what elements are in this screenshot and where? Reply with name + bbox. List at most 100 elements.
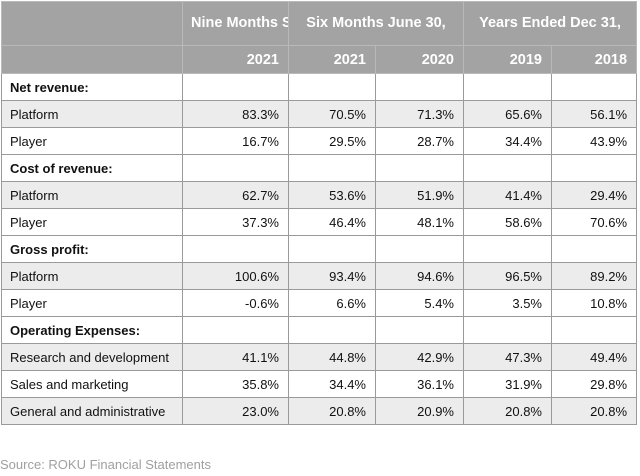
value-cell: 20.8% (550, 397, 638, 425)
value-cell: 44.8% (288, 343, 376, 371)
value-cell: 37.3% (182, 208, 289, 236)
section-title: Operating Expenses: (1, 316, 183, 344)
section-title: Net revenue: (1, 73, 183, 101)
header-row-years: 2021 2021 2020 2019 2018 (1, 45, 638, 74)
header-group-six-months-label: Six Months June 30, (306, 15, 446, 31)
row-label: Sales and marketing (1, 370, 183, 398)
header-group-nine-months: Nine Months Sep 30, (182, 1, 289, 46)
empty-cell (463, 235, 552, 263)
value-cell: 70.6% (550, 208, 638, 236)
value-cell: 31.9% (463, 370, 552, 398)
empty-cell (288, 154, 376, 182)
section-header-row: Gross profit: (1, 235, 638, 263)
value-cell: 35.8% (182, 370, 289, 398)
empty-cell (550, 235, 638, 263)
value-cell: 43.9% (550, 127, 638, 155)
value-cell: 29.8% (550, 370, 638, 398)
value-cell: 20.8% (463, 397, 552, 425)
row-label: Research and development (1, 343, 183, 371)
header-year: 2021 (288, 45, 376, 74)
header-year: 2021 (182, 45, 289, 74)
value-cell: 23.0% (182, 397, 289, 425)
row-label: Platform (1, 181, 183, 209)
header-corner-cell-2 (1, 45, 183, 74)
value-cell: 10.8% (550, 289, 638, 317)
header-group-years-ended: Years Ended Dec 31, (462, 1, 638, 46)
section-title: Gross profit: (1, 235, 183, 263)
value-cell: 83.3% (182, 100, 289, 128)
table-row: Platform 100.6% 93.4% 94.6% 96.5% 89.2% (1, 262, 638, 290)
value-cell: 49.4% (550, 343, 638, 371)
value-cell: 71.3% (375, 100, 464, 128)
value-cell: 51.9% (375, 181, 464, 209)
empty-cell (182, 154, 289, 182)
header-row-groups: Nine Months Sep 30, Six Months June 30, … (1, 1, 638, 46)
value-cell: 29.5% (288, 127, 376, 155)
empty-cell (550, 73, 638, 101)
empty-cell (375, 73, 464, 101)
header-group-nine-months-label: Nine Months Sep 30, (191, 15, 288, 31)
empty-cell (182, 73, 289, 101)
value-cell: 48.1% (375, 208, 464, 236)
row-label: Player (1, 127, 183, 155)
empty-cell (463, 73, 552, 101)
value-cell: 34.4% (463, 127, 552, 155)
empty-cell (550, 316, 638, 344)
value-cell: 47.3% (463, 343, 552, 371)
value-cell: 93.4% (288, 262, 376, 290)
value-cell: 46.4% (288, 208, 376, 236)
value-cell: 29.4% (550, 181, 638, 209)
value-cell: -0.6% (182, 289, 289, 317)
empty-cell (182, 235, 289, 263)
value-cell: 56.1% (550, 100, 638, 128)
value-cell: 34.4% (288, 370, 376, 398)
value-cell: 96.5% (463, 262, 552, 290)
value-cell: 100.6% (182, 262, 289, 290)
header-year: 2019 (463, 45, 552, 74)
source-note: Source: ROKU Financial Statements (0, 457, 211, 472)
empty-cell (288, 235, 376, 263)
table-row: Platform 83.3% 70.5% 71.3% 65.6% 56.1% (1, 100, 638, 128)
section-title: Cost of revenue: (1, 154, 183, 182)
value-cell: 65.6% (463, 100, 552, 128)
table-body: Nine Months Sep 30, Six Months June 30, … (1, 1, 638, 425)
row-label: General and administrative (1, 397, 183, 425)
table-row: Player -0.6% 6.6% 5.4% 3.5% 10.8% (1, 289, 638, 317)
value-cell: 41.1% (182, 343, 289, 371)
table-row: Research and development 41.1% 44.8% 42.9% 4… (1, 343, 638, 371)
empty-cell (375, 316, 464, 344)
header-group-years-ended-label: Years Ended Dec 31, (479, 15, 621, 31)
value-cell: 42.9% (375, 343, 464, 371)
header-corner-cell (1, 1, 183, 46)
value-cell: 36.1% (375, 370, 464, 398)
row-label: Player (1, 208, 183, 236)
value-cell: 20.9% (375, 397, 464, 425)
table-row: Player 37.3% 46.4% 48.1% 58.6% 70.6% (1, 208, 638, 236)
section-header-row: Operating Expenses: (1, 316, 638, 344)
value-cell: 20.8% (288, 397, 376, 425)
value-cell: 70.5% (288, 100, 376, 128)
empty-cell (463, 316, 552, 344)
value-cell: 62.7% (182, 181, 289, 209)
header-year: 2018 (550, 45, 638, 74)
value-cell: 41.4% (463, 181, 552, 209)
value-cell: 94.6% (375, 262, 464, 290)
empty-cell (288, 316, 376, 344)
value-cell: 28.7% (375, 127, 464, 155)
empty-cell (375, 235, 464, 263)
row-label: Player (1, 289, 183, 317)
value-cell: 53.6% (288, 181, 376, 209)
empty-cell (463, 154, 552, 182)
empty-cell (375, 154, 464, 182)
row-label: Platform (1, 100, 183, 128)
value-cell: 6.6% (288, 289, 376, 317)
table-row: Player 16.7% 29.5% 28.7% 34.4% 43.9% (1, 127, 638, 155)
table-row: Sales and marketing 35.8% 34.4% 36.1% 31.9% 2… (1, 370, 638, 398)
value-cell: 5.4% (375, 289, 464, 317)
empty-cell (182, 316, 289, 344)
header-year: 2020 (375, 45, 464, 74)
empty-cell (288, 73, 376, 101)
table-row: Platform 62.7% 53.6% 51.9% 41.4% 29.4% (1, 181, 638, 209)
value-cell: 16.7% (182, 127, 289, 155)
